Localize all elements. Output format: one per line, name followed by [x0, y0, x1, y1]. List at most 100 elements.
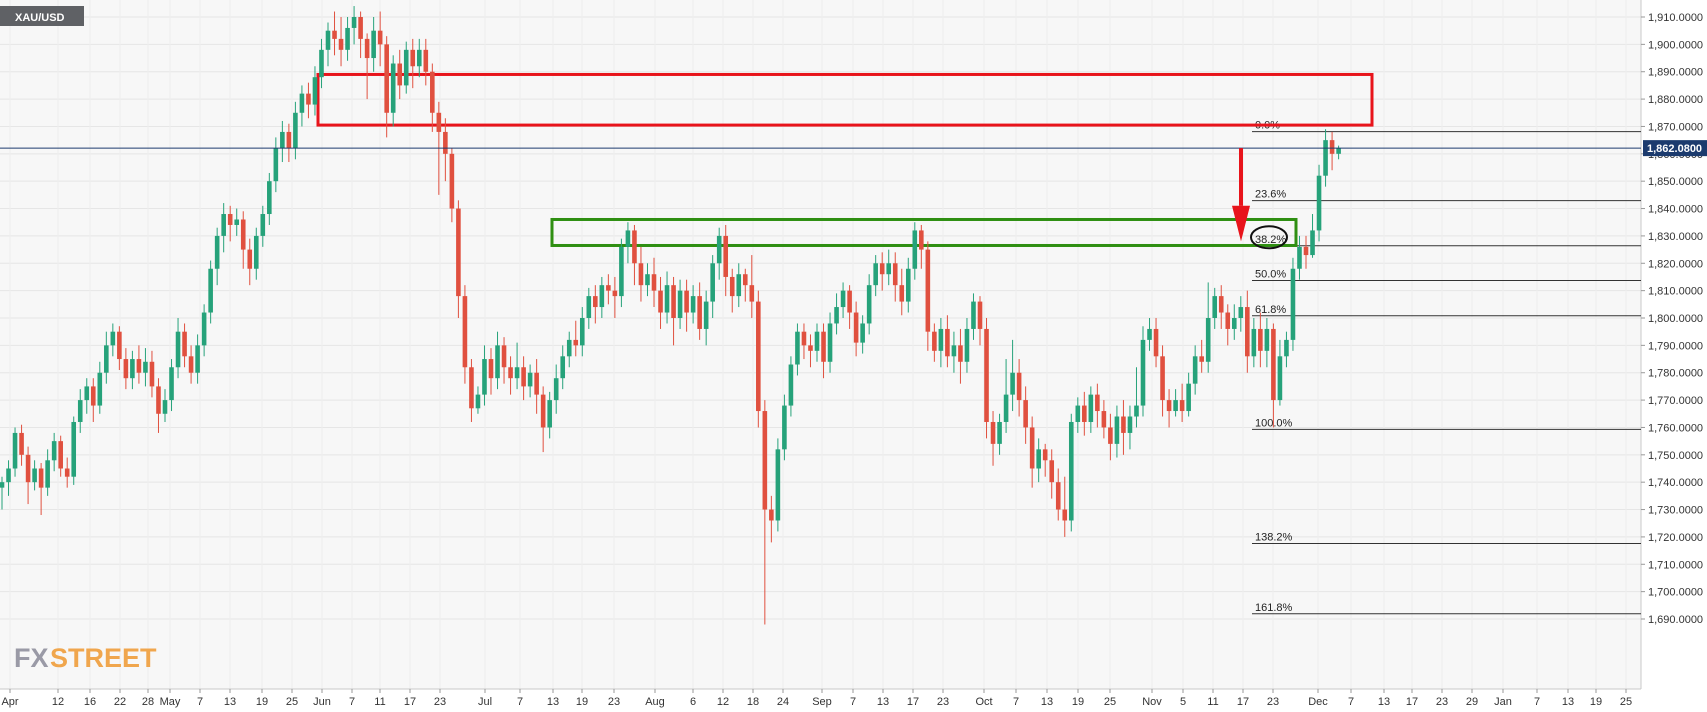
candle-body-up [814, 331, 820, 351]
x-tick-label: 25 [1104, 696, 1116, 708]
support-zone-box [550, 217, 1298, 247]
candle-body-up [51, 441, 57, 461]
x-tick-label: 25 [1620, 696, 1632, 708]
y-tick-label: 1,850.0000 [1648, 176, 1703, 188]
candle-body-up [599, 285, 605, 308]
x-tick-label: Sep [812, 696, 832, 708]
candle-body-down [306, 93, 311, 105]
candle-body-down [1166, 400, 1172, 412]
y-tick-label: 1,760.0000 [1648, 422, 1703, 434]
x-tick-label: 11 [1207, 696, 1218, 708]
chart-grid [0, 16, 1641, 620]
logo-street-text: STREET [50, 643, 157, 673]
candle-body-down [723, 235, 729, 277]
candle-body-down [756, 301, 761, 412]
candle-body-up [1323, 140, 1328, 176]
candle-body-down [358, 17, 363, 39]
candle-body-down [19, 432, 24, 455]
candle-body-down [1095, 394, 1100, 412]
candle-body-up [169, 367, 174, 401]
candle-body-up [234, 219, 240, 225]
y-tick-label: 1,720.0000 [1648, 532, 1703, 544]
candle-body-down [38, 468, 44, 488]
candle-body-up [1205, 318, 1211, 362]
candle-body-up [1336, 148, 1341, 154]
candle-body-down [958, 345, 963, 362]
x-tick-label: Oct [975, 696, 992, 708]
candle-body-down [977, 301, 983, 329]
x-tick-label: 13 [547, 696, 559, 708]
candle-body-down [423, 49, 429, 72]
x-tick-label: 13 [224, 696, 236, 708]
candle-body-up [6, 468, 11, 483]
candle-body-up [703, 301, 709, 329]
x-tick-label: 22 [114, 696, 126, 708]
candle-body-down [436, 112, 442, 132]
fibonacci-levels: 0.0%23.6%38.2%50.0%61.8%100.0%138.2%161.… [1252, 120, 1641, 615]
candle-body-down [1153, 328, 1159, 357]
candle-body-down [227, 214, 233, 225]
x-tick-label: 16 [84, 696, 96, 708]
x-tick-label: 23 [608, 696, 620, 708]
candle-body-down [540, 394, 546, 428]
x-tick-label: 7 [349, 696, 355, 708]
x-tick-label: 7 [517, 696, 523, 708]
candle-body-up [827, 323, 833, 362]
candle-body-down [671, 285, 676, 318]
candle-body-down [769, 509, 774, 521]
candle-body-down [123, 359, 129, 379]
candle-body-down [932, 331, 937, 351]
symbol-label[interactable]: XAU/USD [0, 6, 84, 26]
candle-body-down [338, 38, 344, 50]
x-tick-label: 5 [1180, 696, 1186, 708]
candle-body-down [156, 386, 161, 414]
candle-body-up [664, 285, 670, 313]
candle-body-down [136, 359, 142, 373]
x-tick-label: Nov [1142, 696, 1162, 708]
candle-body-up [795, 331, 800, 365]
candle-body-up [560, 356, 566, 379]
y-tick-label: 1,900.0000 [1648, 39, 1703, 51]
candle-body-down [801, 331, 807, 346]
candle-body-down [469, 367, 474, 409]
fib-level-label: 61.8% [1255, 304, 1286, 316]
candle-body-down [606, 285, 611, 291]
y-tick-label: 1,890.0000 [1648, 67, 1703, 79]
candle-body-down [1245, 307, 1250, 357]
candle-body-down [1271, 328, 1276, 401]
candle-body-down [1055, 482, 1061, 510]
candle-body-down [456, 208, 461, 297]
candle-body-up [280, 131, 285, 149]
candle-body-up [971, 301, 976, 329]
candle-body-up [1068, 421, 1074, 521]
candle-body-down [684, 290, 689, 313]
candle-body-down [117, 331, 122, 360]
candle-body-down [1101, 411, 1107, 428]
candle-body-up [1316, 175, 1322, 231]
candle-body-up [293, 112, 298, 149]
candle-body-down [1062, 509, 1068, 521]
x-tick-label: 7 [850, 696, 856, 708]
candle-body-up [1186, 383, 1191, 412]
candle-body-up [788, 364, 794, 406]
x-tick-label: 17 [1237, 696, 1249, 708]
x-tick-label: Dec [1308, 696, 1328, 708]
y-tick-label: 1,810.0000 [1648, 286, 1703, 298]
candle-body-up [1114, 416, 1120, 444]
x-tick-label: 12 [52, 696, 64, 708]
y-tick-label: 1,770.0000 [1648, 395, 1703, 407]
x-tick-label: 23 [1436, 696, 1448, 708]
x-tick-label: 7 [1534, 696, 1540, 708]
candle-body-down [1160, 356, 1165, 401]
y-tick-label: 1,910.0000 [1648, 12, 1703, 24]
candle-body-down [697, 296, 702, 329]
candle-body-up [1088, 394, 1094, 422]
candle-body-down [945, 328, 950, 357]
candle-body-down [1108, 427, 1113, 444]
candle-body-up [690, 296, 696, 313]
candle-body-up [253, 235, 259, 269]
x-tick-label: 25 [286, 696, 298, 708]
candle-body-down [612, 290, 618, 297]
x-tick-label: 11 [374, 696, 385, 708]
candle-body-up [1284, 339, 1289, 357]
